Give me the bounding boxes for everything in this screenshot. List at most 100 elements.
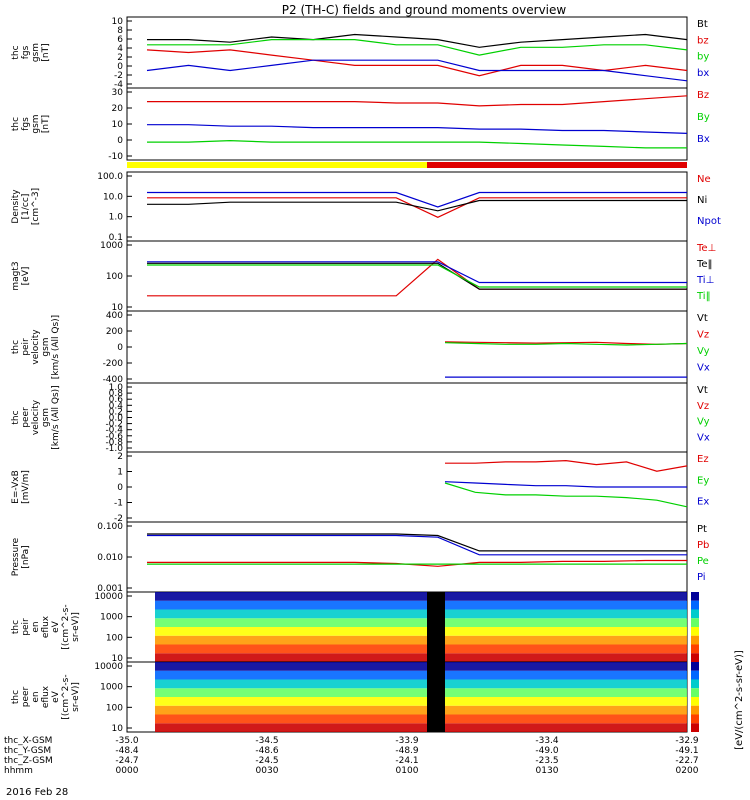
panel-0-ytick: 4 xyxy=(117,44,123,54)
panel-2-ylabel: Density xyxy=(11,189,21,224)
panel-4-series-Vy xyxy=(444,342,688,346)
panel-8-heat-band xyxy=(155,609,687,619)
panel-0-legend-bx: bx xyxy=(697,68,709,79)
xaxis-tick-label: 0000 xyxy=(116,766,139,776)
panel-9-ylabel: eflux xyxy=(41,685,51,708)
panel-9-colorbar xyxy=(691,688,699,697)
panel-5-legend-Vz: Vz xyxy=(697,401,709,412)
panel-6-series-Ez xyxy=(445,459,688,472)
panel-8-ylabel: thc xyxy=(11,620,21,634)
panel-7-ytick: 0.010 xyxy=(97,553,123,563)
panel-2-series-Ni xyxy=(147,199,687,212)
panel-8-colorbar xyxy=(691,644,699,654)
xaxis-tick-label: -33.9 xyxy=(395,736,419,746)
panel-0-ytick: 0 xyxy=(117,62,123,72)
panel-0-ylabel: fgs xyxy=(21,45,31,59)
panel-1-frame xyxy=(126,87,688,161)
panel-7-legend-Pi: Pi xyxy=(697,572,706,583)
panel-9-ytick: 10 xyxy=(112,724,124,734)
panel-9-heat-band xyxy=(155,723,687,732)
panel-7-ylabel: [nPa] xyxy=(21,545,31,568)
panel-5-ytick: -1.0 xyxy=(105,444,123,454)
xaxis-row-label: hhmm xyxy=(4,766,33,776)
xaxis-tick-label: -23.5 xyxy=(535,756,558,766)
xaxis-tick-label: -33.4 xyxy=(535,736,559,746)
xaxis-tick-label: -48.4 xyxy=(115,746,139,756)
panel-0-ytick: 8 xyxy=(117,26,123,36)
panel-7-series-Pi xyxy=(147,534,687,556)
panel-7-ytick: 0.100 xyxy=(97,522,123,532)
panel-4-ylabel: peir xyxy=(21,338,31,356)
status-bar-red xyxy=(427,162,687,168)
panel-9-colorbar xyxy=(691,705,699,715)
panel-0-ytick: 10 xyxy=(112,17,124,27)
panel-3-legend-Ti⊥: Ti⊥ xyxy=(696,275,714,286)
panel-9-colorbar xyxy=(691,679,699,689)
panel-3-ylabel: magt3 xyxy=(11,261,21,290)
panel-8-colorbar xyxy=(691,627,699,636)
panel-8-ylabel: sr-eV)] xyxy=(71,612,81,642)
panel-4-ylabel: gsm xyxy=(41,337,51,356)
panel-0-series-by xyxy=(147,39,688,56)
panel-3-legend-Ti‖: Ti‖ xyxy=(696,291,711,302)
panel-5-legend-Vt: Vt xyxy=(697,385,708,396)
panel-8-ytick: 10 xyxy=(112,654,124,664)
panel-8-heat-band xyxy=(155,600,687,610)
panel-8-heat-band xyxy=(155,618,687,627)
panel-9-ylabel: [(cm^2-s- xyxy=(61,674,71,719)
panel-2-ylabel: [1/cc] xyxy=(21,194,31,220)
panel-3-series-Te‖ xyxy=(147,262,687,290)
panel-4-ytick: -200 xyxy=(103,359,124,369)
status-bar-yellow xyxy=(127,162,427,168)
panel-9-heat-band xyxy=(155,697,687,706)
panel-4-ytick: 400 xyxy=(106,311,123,321)
panel-5-ytick: -0.4 xyxy=(105,426,123,436)
panel-0-series-bz xyxy=(146,49,688,77)
xaxis-tick-label: -24.7 xyxy=(115,756,138,766)
panel-9-heat-band xyxy=(155,662,687,671)
panel-9-ylabel: en xyxy=(31,691,41,702)
panel-7-frame xyxy=(126,521,688,593)
panel-1-legend-Bz: Bz xyxy=(697,90,709,101)
panel-0-ytick: 2 xyxy=(117,53,123,63)
panel-8-heat-gap xyxy=(427,592,445,662)
panel-4-ylabel: thc xyxy=(11,340,21,354)
panel-1-ylabel: gsm xyxy=(31,114,41,133)
panel-9-heat-band xyxy=(155,714,687,724)
panel-1-legend-Bx: Bx xyxy=(697,134,710,145)
panel-8-ytick: 10000 xyxy=(94,592,123,602)
panel-6-ylabel: [mV/m] xyxy=(21,470,31,504)
panel-2-ytick: 0.1 xyxy=(109,233,123,243)
panel-2-series-Ne xyxy=(147,197,687,218)
panel-0-frame xyxy=(126,16,688,89)
panel-8-heat-band xyxy=(155,635,687,645)
panel-8-heat-band xyxy=(155,627,687,636)
panel-5-legend-Vx: Vx xyxy=(697,432,710,443)
panel-1-series-Bx xyxy=(147,124,688,134)
xaxis-tick-label: 0030 xyxy=(256,766,279,776)
panel-0-ylabel: gsm xyxy=(31,43,41,62)
panel-8-ylabel: eflux xyxy=(41,615,51,638)
panel-2-legend-Ne: Ne xyxy=(697,174,711,185)
panel-1-ytick: 30 xyxy=(112,88,124,98)
panel-5-ytick: -0.8 xyxy=(105,438,123,448)
panel-0-legend-bz: bz xyxy=(697,35,709,46)
panel-8-heat-band xyxy=(155,592,687,601)
panel-0-ytick: -2 xyxy=(114,71,123,81)
panel-4-frame xyxy=(126,310,688,384)
panel-5-ylabel: gsm xyxy=(41,408,51,427)
panel-9-ytick: 1000 xyxy=(100,683,123,693)
panel-5-ytick: -0.2 xyxy=(105,420,123,430)
panel-4-legend-Vy: Vy xyxy=(697,346,710,357)
xaxis-tick-label: 0200 xyxy=(676,766,699,776)
panel-9-heat-band xyxy=(155,688,687,697)
panel-8-colorbar xyxy=(691,592,699,601)
panel-9-colorbar xyxy=(691,670,699,680)
panel-0-series-Bt xyxy=(147,33,688,48)
panel-8-heat-band xyxy=(155,644,687,654)
panel-2-ytick: 100.0 xyxy=(97,172,123,182)
panel-7-series-Pt xyxy=(147,533,687,552)
panel-6-legend-Ez: Ez xyxy=(697,454,709,465)
panel-3-ytick: 100 xyxy=(106,272,123,282)
